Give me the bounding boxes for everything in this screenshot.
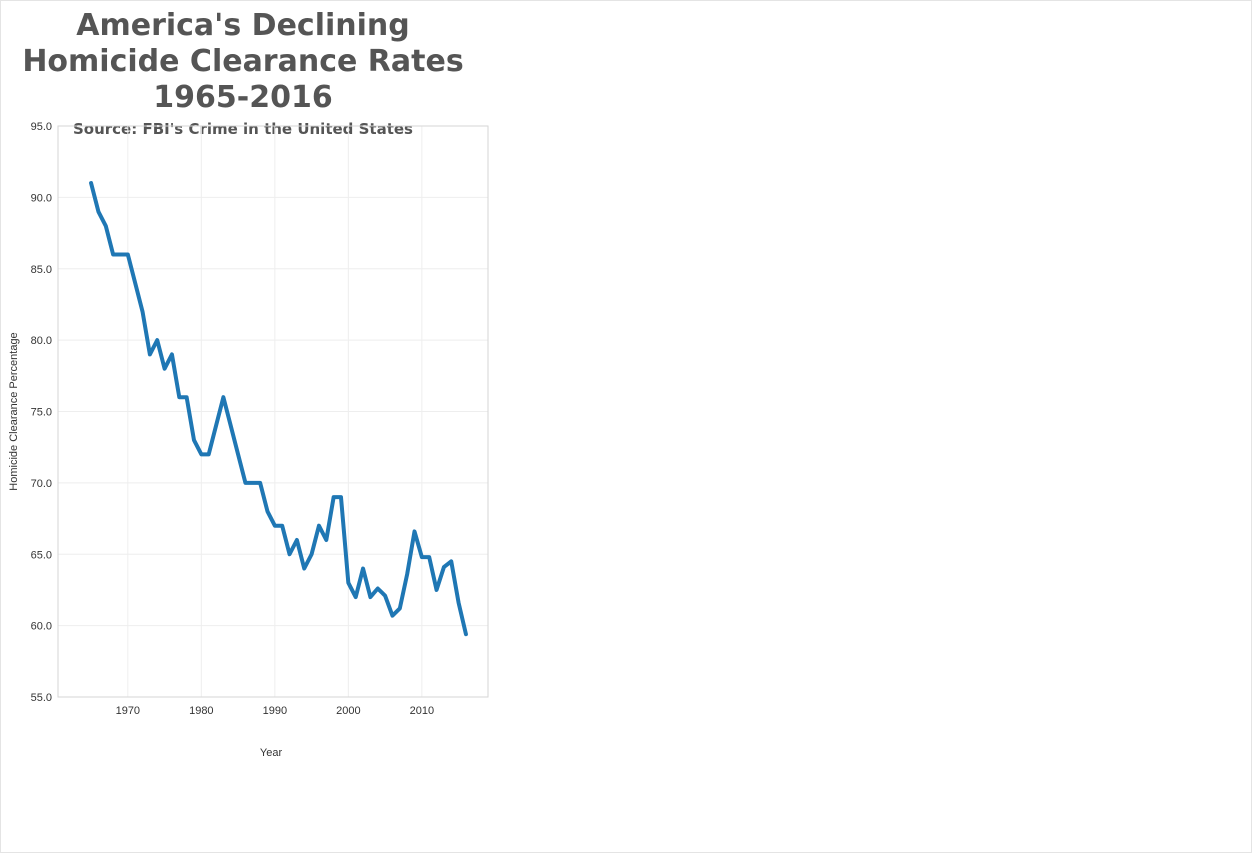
y-tick-label: 65.0 bbox=[31, 549, 52, 561]
plot-area bbox=[57, 125, 489, 698]
x-tick-label: 1990 bbox=[263, 705, 287, 717]
y-tick-label: 70.0 bbox=[31, 478, 52, 490]
axis-ticks: 55.0 60.0 65.0 70.0 75.0 80.0 85.0 90.0 95.0 1970… bbox=[31, 121, 435, 717]
x-axis-title: Year bbox=[260, 747, 283, 759]
series-line bbox=[89, 181, 468, 637]
chart-subtitle: Source: FBI's Crime in the United States bbox=[72, 120, 413, 138]
y-tick-label: 75.0 bbox=[31, 407, 52, 419]
grid bbox=[58, 125, 488, 698]
y-tick-label: 80.0 bbox=[31, 335, 52, 347]
y-tick-label: 60.0 bbox=[31, 621, 52, 633]
series-layer bbox=[89, 181, 468, 637]
y-tick-label: 90.0 bbox=[31, 192, 52, 204]
y-tick-label: 95.0 bbox=[31, 121, 52, 133]
title-block: America's Declining Homicide Clearance R… bbox=[0, 8, 486, 139]
x-tick-label: 1980 bbox=[189, 705, 213, 717]
x-tick-label: 1970 bbox=[116, 705, 140, 717]
x-tick-label: 2010 bbox=[410, 705, 434, 717]
y-axis-title: Homicide Clearance Percentage bbox=[8, 332, 20, 490]
chart-title: America's Declining Homicide Clearance R… bbox=[22, 8, 464, 115]
x-tick-label: 2000 bbox=[336, 705, 360, 717]
y-tick-label: 85.0 bbox=[31, 264, 52, 276]
y-tick-label: 55.0 bbox=[31, 692, 52, 704]
